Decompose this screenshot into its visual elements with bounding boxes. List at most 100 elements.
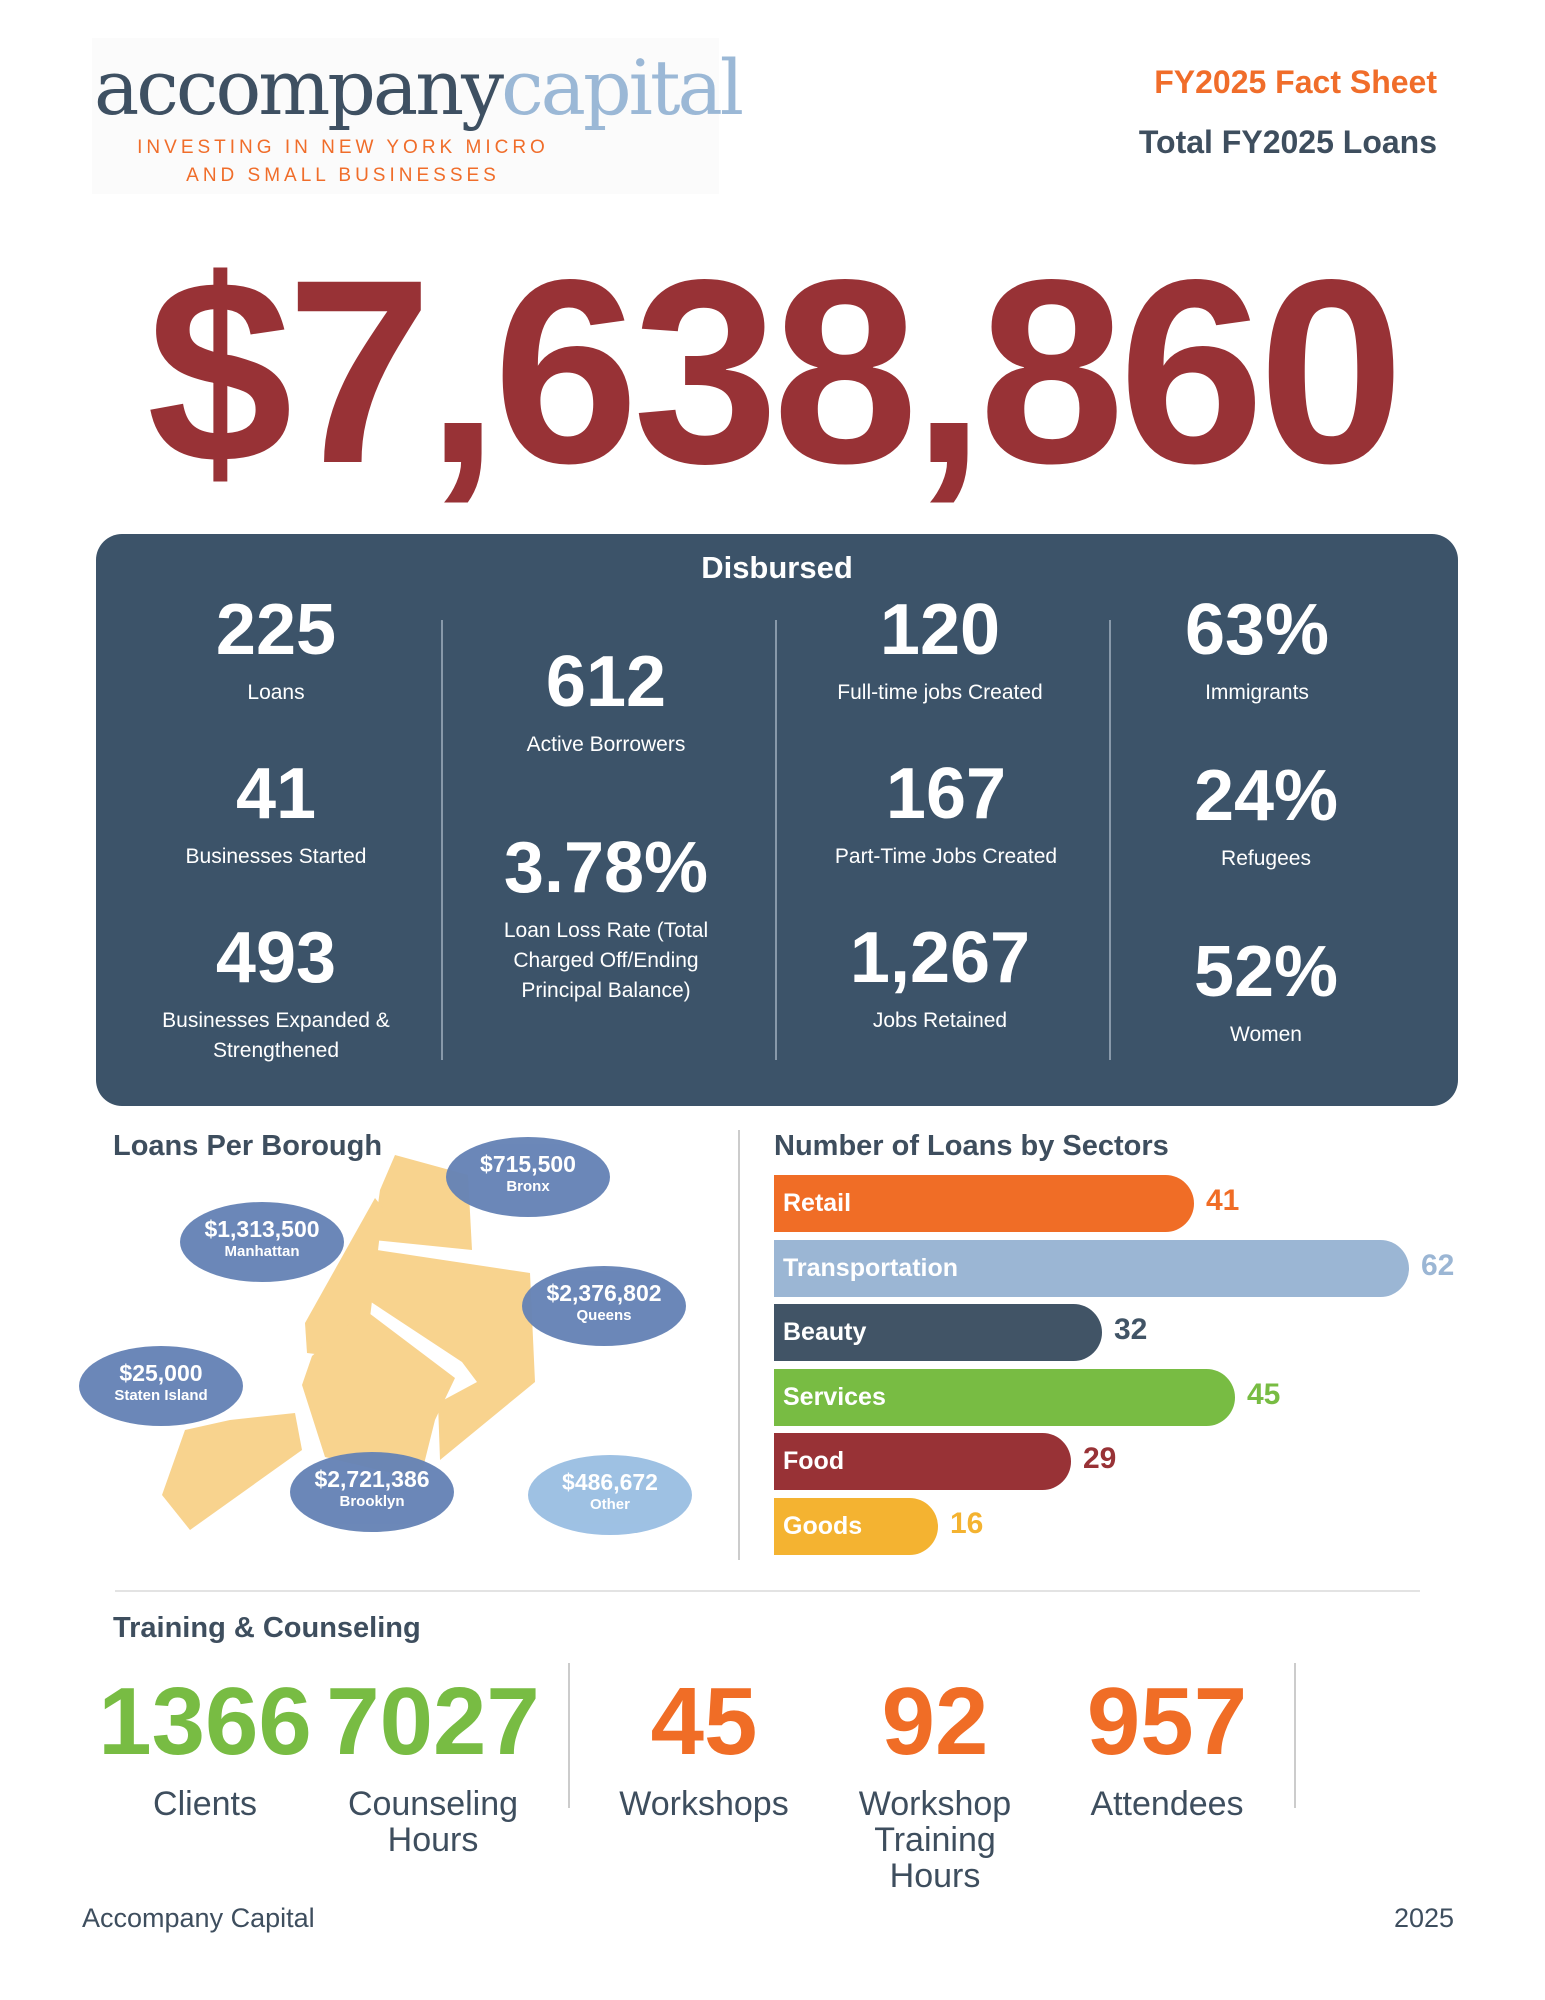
borough-name: Other bbox=[589, 1496, 630, 1513]
borough-amount: $486,672 bbox=[562, 1469, 658, 1495]
borough-name: Queens bbox=[576, 1307, 632, 1324]
stat-women: 52% Women bbox=[1106, 932, 1426, 1050]
stat-label: Jobs Retained bbox=[872, 1009, 1008, 1032]
borough-bubble-brooklyn: $2,721,386 Brooklyn bbox=[290, 1452, 454, 1532]
stat-label: Businesses Started bbox=[185, 845, 367, 868]
bar-value: 29 bbox=[1083, 1442, 1117, 1475]
stat-active-borrowers: 612 Active Borrowers bbox=[446, 642, 766, 760]
stat-value: 63% bbox=[1184, 590, 1330, 670]
divider bbox=[1294, 1663, 1296, 1808]
stat-value: 167 bbox=[885, 754, 1007, 834]
training-label: Clients bbox=[153, 1785, 257, 1823]
borough-amount: $25,000 bbox=[119, 1360, 203, 1386]
stat-value: 225 bbox=[215, 590, 337, 670]
borough-name: Manhattan bbox=[224, 1243, 300, 1260]
borough-bubble-queens: $2,376,802 Queens bbox=[522, 1266, 686, 1346]
stat-label: Immigrants bbox=[1205, 681, 1309, 704]
bar-retail: Retail bbox=[774, 1175, 1194, 1232]
training-value: 92 bbox=[881, 1668, 989, 1775]
stat-jobs-retained: 1,267 Jobs Retained bbox=[780, 918, 1100, 1036]
section-divider bbox=[738, 1130, 740, 1560]
stat-businesses-started: 41 Businesses Started bbox=[116, 754, 436, 872]
stat-value: 3.78% bbox=[503, 828, 709, 908]
divider bbox=[775, 620, 777, 1060]
logo: accompanycapital INVESTING IN NEW YORK M… bbox=[92, 38, 744, 194]
training-value: 1366 bbox=[98, 1668, 312, 1775]
divider bbox=[568, 1663, 570, 1808]
borough-name: Bronx bbox=[506, 1178, 550, 1195]
stat-label: Businesses Expanded & Strengthened bbox=[162, 1009, 390, 1062]
training-label: Attendees bbox=[1090, 1785, 1244, 1823]
bar-transportation: Transportation bbox=[774, 1240, 1409, 1297]
stat-value: 41 bbox=[235, 754, 317, 834]
stat-value: 612 bbox=[545, 642, 667, 722]
borough-amount: $2,376,802 bbox=[546, 1280, 662, 1306]
bar-goods: Goods bbox=[774, 1498, 938, 1555]
bar-label: Beauty bbox=[783, 1318, 867, 1346]
stat-value: 120 bbox=[879, 590, 1001, 670]
tagline-line-2: AND SMALL BUSINESSES bbox=[186, 165, 500, 186]
stat-value: 24% bbox=[1193, 756, 1339, 836]
total-loans-label: Total FY2025 Loans bbox=[1138, 124, 1437, 160]
sectors-chart-title: Number of Loans by Sectors bbox=[774, 1130, 1169, 1162]
boroughs-title: Loans Per Borough bbox=[113, 1130, 383, 1162]
training-label: Workshop Training Hours bbox=[858, 1785, 1012, 1895]
stat-loan-loss-rate: 3.78% Loan Loss Rate (Total Charged Off/E… bbox=[491, 828, 721, 1006]
training-value: 45 bbox=[650, 1668, 758, 1775]
map-staten-island bbox=[162, 1413, 302, 1530]
bar-value: 41 bbox=[1206, 1184, 1240, 1217]
stat-loans: 225 Loans bbox=[116, 590, 436, 708]
logo-tagline: INVESTING IN NEW YORK MICRO AND SMALL BUS… bbox=[92, 134, 719, 190]
map-brooklyn bbox=[302, 1310, 455, 1480]
stat-value: 1,267 bbox=[849, 918, 1031, 998]
total-amount: $7,638,860 bbox=[146, 225, 1404, 518]
bar-label: Services bbox=[783, 1383, 886, 1411]
stat-label: Active Borrowers bbox=[526, 733, 686, 756]
bar-label: Goods bbox=[783, 1512, 863, 1540]
stat-value: 493 bbox=[215, 918, 337, 998]
borough-bubble-bronx: $715,500 Bronx bbox=[446, 1137, 610, 1217]
borough-bubble-staten-island: $25,000 Staten Island bbox=[79, 1346, 243, 1426]
stat-label: Loans bbox=[247, 681, 305, 704]
bar-value: 45 bbox=[1247, 1378, 1281, 1411]
stat-part-time-jobs: 167 Part-Time Jobs Created bbox=[786, 754, 1106, 872]
training-value: 7027 bbox=[326, 1668, 540, 1775]
training-value: 957 bbox=[1086, 1668, 1248, 1775]
stat-immigrants: 63% Immigrants bbox=[1097, 590, 1417, 708]
stat-label: Women bbox=[1230, 1023, 1302, 1046]
borough-name: Staten Island bbox=[114, 1387, 208, 1404]
stat-businesses-expanded: 493 Businesses Expanded & Strengthened bbox=[146, 918, 406, 1066]
disbursed-panel: Disbursed 225 Loans 41 Businesses Started … bbox=[96, 534, 1458, 1106]
stat-full-time-jobs: 120 Full-time jobs Created bbox=[780, 590, 1100, 708]
bar-label: Food bbox=[783, 1447, 845, 1475]
bar-services: Services bbox=[774, 1369, 1235, 1426]
training-label: Counseling Hours bbox=[347, 1785, 519, 1859]
training-title: Training & Counseling bbox=[113, 1612, 421, 1644]
bar-label: Retail bbox=[783, 1189, 852, 1217]
logo-wordmark: accompanycapital bbox=[94, 38, 744, 138]
fact-sheet-title: FY2025 Fact Sheet bbox=[1154, 64, 1437, 100]
borough-amount: $715,500 bbox=[480, 1151, 576, 1177]
training-label: Workshops bbox=[619, 1785, 789, 1823]
bar-value: 32 bbox=[1114, 1313, 1148, 1346]
bar-beauty: Beauty bbox=[774, 1304, 1102, 1361]
tagline-line-1: INVESTING IN NEW YORK MICRO bbox=[137, 137, 549, 158]
divider bbox=[1109, 620, 1111, 1060]
footer-year: 2025 bbox=[1394, 1903, 1455, 1933]
stat-refugees: 24% Refugees bbox=[1106, 756, 1426, 874]
borough-bubble-manhattan: $1,313,500 Manhattan bbox=[180, 1202, 344, 1282]
horizontal-rule bbox=[115, 1590, 1420, 1592]
borough-amount: $2,721,386 bbox=[314, 1466, 430, 1492]
nyc-borough-map bbox=[162, 1155, 535, 1530]
borough-bubble-other: $486,672 Other bbox=[528, 1455, 692, 1535]
bar-label: Transportation bbox=[783, 1254, 959, 1282]
stat-label: Part-Time Jobs Created bbox=[834, 845, 1058, 868]
bar-value: 16 bbox=[950, 1507, 984, 1540]
disbursed-title: Disbursed bbox=[701, 550, 853, 585]
logo-word-accompany: accompany bbox=[94, 43, 504, 132]
footer-org: Accompany Capital bbox=[82, 1903, 315, 1933]
stat-label: Full-time jobs Created bbox=[837, 681, 1043, 704]
borough-amount: $1,313,500 bbox=[204, 1216, 320, 1242]
stat-value: 52% bbox=[1193, 932, 1339, 1012]
bar-food: Food bbox=[774, 1433, 1071, 1490]
